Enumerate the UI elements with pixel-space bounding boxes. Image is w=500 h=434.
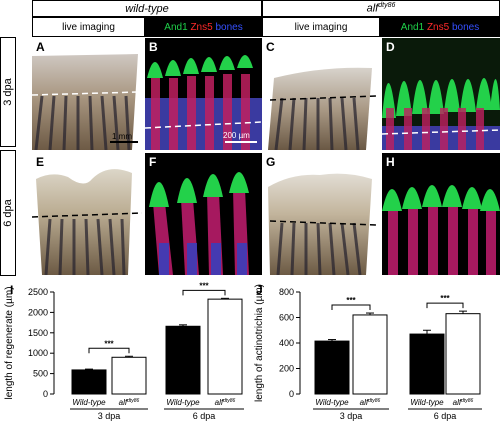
bar — [111, 356, 147, 395]
bar — [207, 298, 243, 395]
live-imaging-header-alf: live imaging — [262, 17, 380, 37]
category-label: alfdty86 — [119, 398, 140, 407]
panel-a-image: A 1 mm — [32, 38, 144, 150]
bar — [445, 313, 481, 395]
scale-text-mm: 1 mm — [112, 132, 132, 141]
panel-label-c: C — [266, 40, 275, 54]
scale-text-um: 200 µm — [223, 131, 250, 140]
y-tick-label: 1500 — [28, 328, 48, 338]
panel-e-image: E — [32, 153, 144, 275]
y-tick-label: 2500 — [28, 287, 48, 297]
group-label: 3 dpa — [98, 411, 121, 421]
category-label: Wild-type — [166, 398, 200, 407]
y-axis-label: length of actinotrichia (µm) — [254, 284, 265, 402]
significance-bracket — [426, 302, 464, 309]
category-label: Wild-type — [410, 398, 444, 407]
wild-type-header: wild-type — [32, 0, 262, 17]
group-label: 6 dpa — [434, 411, 457, 421]
significance-label: *** — [104, 339, 114, 348]
chart-i: 0 500 1000 1500 2000 2500 length of regenerate… — [4, 282, 244, 421]
y-tick-label: 2000 — [28, 307, 48, 317]
chart-label-i: I — [10, 283, 14, 297]
significance-label: *** — [199, 282, 209, 290]
live-imaging-header-wt: live imaging — [32, 17, 145, 37]
y-tick-label: 200 — [279, 364, 294, 374]
panel-c-image: C — [262, 38, 380, 150]
category-label: Wild-type — [315, 398, 349, 407]
chart-label-j: J — [256, 283, 263, 297]
group-label: 6 dpa — [193, 411, 216, 421]
panel-label-f: F — [149, 155, 157, 169]
alf-label: alfdty86 — [366, 2, 396, 15]
category-label: alfdty86 — [453, 398, 474, 407]
significance-label: *** — [346, 296, 356, 305]
category-label: alfdty86 — [215, 398, 236, 407]
category-label: Wild-type — [72, 398, 106, 407]
significance-bracket — [182, 289, 226, 296]
panel-f-image: F — [145, 153, 262, 275]
panel-label-e: E — [36, 155, 45, 169]
bar — [409, 333, 445, 395]
row-label-6dpa: 6 dpa — [0, 150, 16, 276]
panel-label-g: G — [266, 155, 276, 169]
alf-header: alfdty86 — [262, 0, 500, 17]
y-tick-label: 500 — [33, 369, 48, 379]
y-tick-label: 0 — [43, 389, 48, 399]
panel-h-image: H — [382, 153, 500, 275]
bar — [314, 340, 350, 395]
panel-d-image: D — [382, 38, 500, 150]
significance-bracket — [88, 347, 130, 354]
panel-label-h: H — [386, 155, 395, 169]
y-tick-label: 800 — [279, 287, 294, 297]
wild-type-label: wild-type — [125, 2, 169, 15]
y-tick-label: 600 — [279, 313, 294, 323]
y-tick-label: 1000 — [28, 348, 48, 358]
row-label-3dpa: 3 dpa — [0, 37, 16, 147]
significance-label: *** — [440, 294, 450, 303]
panel-g-image: G — [262, 153, 380, 275]
y-tick-label: 0 — [289, 389, 294, 399]
panel-label-b: B — [149, 40, 158, 54]
panel-label-a: A — [36, 40, 45, 54]
bar — [352, 314, 388, 395]
y-tick-label: 400 — [279, 338, 294, 348]
bar — [71, 369, 107, 395]
stain-header-alf: And1 Zns5 bones — [380, 17, 500, 37]
category-label: alfdty86 — [360, 398, 381, 407]
panel-b-image: B 200 µm — [145, 38, 262, 150]
chart-j: 0 200 400 600 800 length of actinotrichia (µm… — [254, 284, 482, 421]
significance-bracket — [331, 304, 371, 311]
bar — [165, 325, 201, 395]
stain-header-wt: And1 Zns5 bones — [145, 17, 262, 37]
group-label: 3 dpa — [340, 411, 363, 421]
y-axis-label: length of regenerate (µm) — [4, 286, 15, 399]
panel-label-d: D — [386, 40, 395, 54]
